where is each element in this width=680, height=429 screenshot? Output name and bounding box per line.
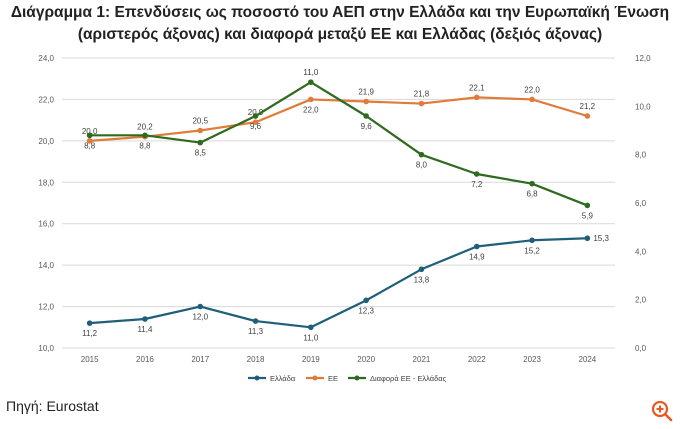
data-point <box>197 139 204 146</box>
data-label: 13,8 <box>414 275 430 284</box>
legend-label: Διαφορά ΕΕ - Ελλάδας <box>370 374 447 383</box>
data-point <box>86 320 93 326</box>
y-left-tick-label: 10,0 <box>38 344 54 353</box>
data-point <box>529 96 535 103</box>
zoom-in-icon[interactable] <box>650 399 674 428</box>
x-tick-label: 2024 <box>578 355 596 364</box>
y-right-tick-label: 4,0 <box>635 247 647 256</box>
data-label: 11,4 <box>137 325 153 334</box>
data-point <box>584 235 591 242</box>
y-left-tick-label: 16,0 <box>38 220 54 229</box>
data-point <box>584 202 591 209</box>
chart-title-line-2: (αριστερός άξονας) και διαφορά μεταξύ ΕΕ… <box>77 26 603 43</box>
data-label: 11,0 <box>303 333 319 342</box>
data-label: 20,0 <box>82 127 98 136</box>
data-point <box>363 98 369 105</box>
data-label: 22,1 <box>469 83 485 92</box>
data-label: 8,8 <box>139 141 151 150</box>
x-tick-label: 2015 <box>81 355 99 364</box>
x-tick-label: 2019 <box>302 355 320 364</box>
source-note: Πηγή: Eurostat <box>6 398 99 414</box>
data-label: 22,0 <box>303 105 319 114</box>
data-point <box>86 132 93 139</box>
y-right-tick-label: 0,0 <box>635 344 647 353</box>
data-point <box>473 243 480 250</box>
data-label: 20,5 <box>192 117 208 126</box>
data-point <box>473 94 480 101</box>
y-right-tick-label: 2,0 <box>635 296 647 305</box>
series-line <box>89 81 588 207</box>
data-label: 8,5 <box>195 149 207 158</box>
data-point <box>197 303 204 310</box>
line-chart: 10,0 12,0 14,0 16,0 18,0 20,0 22,0 24,0 0,0 2,0 4,… <box>38 54 651 383</box>
legend-marker <box>354 375 360 381</box>
data-label: 6,8 <box>526 190 538 199</box>
data-label: 15,3 <box>593 234 609 243</box>
y-right-tick-label: 8,0 <box>635 151 647 160</box>
data-label: 5,9 <box>582 211 594 220</box>
x-tick-label: 2016 <box>136 355 154 364</box>
data-label: 11,3 <box>248 327 264 336</box>
data-label: 14,9 <box>469 253 485 262</box>
data-label: 11,2 <box>82 329 98 338</box>
y-left-tick-label: 24,0 <box>38 54 54 63</box>
data-point <box>252 318 259 324</box>
data-point <box>308 79 314 85</box>
data-point <box>252 113 259 119</box>
series-line <box>89 96 588 142</box>
legend-label: ΕΕ <box>328 374 338 383</box>
x-tick-label: 2022 <box>468 355 486 364</box>
chart-title: Διάγραμμα 1: Επενδύσεις ως ποσοστό του Α… <box>0 2 680 46</box>
x-tick-label: 2021 <box>413 355 431 364</box>
data-label: 9,6 <box>250 122 262 131</box>
data-point <box>418 100 425 107</box>
y-left-tick-label: 18,0 <box>38 178 54 187</box>
data-point <box>584 113 591 119</box>
data-point <box>252 119 259 126</box>
data-label: 12,3 <box>358 306 374 315</box>
data-label: 15,2 <box>524 246 540 255</box>
data-label: 21,8 <box>414 90 430 99</box>
data-point <box>473 171 480 177</box>
y-left-tick-label: 22,0 <box>38 95 54 104</box>
data-label: 11,0 <box>303 68 319 77</box>
data-label: 7,2 <box>471 180 483 189</box>
data-point <box>363 113 369 119</box>
data-label: 21,2 <box>580 102 596 111</box>
y-right-tick-label: 10,0 <box>635 102 651 111</box>
data-point <box>308 96 314 103</box>
data-label: 20,9 <box>248 108 264 117</box>
data-label: 22,0 <box>524 85 540 94</box>
legend-marker <box>312 375 318 381</box>
data-label: 8,0 <box>416 161 428 170</box>
series-line <box>89 237 588 329</box>
x-tick-label: 2023 <box>523 355 541 364</box>
data-point <box>197 127 204 134</box>
chart-title-line-1: Διάγραμμα 1: Επενδύσεις ως ποσοστό του Α… <box>10 4 670 21</box>
data-label: 8,8 <box>84 141 96 150</box>
x-tick-label: 2020 <box>357 355 375 364</box>
y-right-tick-label: 6,0 <box>635 199 647 208</box>
x-tick-label: 2017 <box>191 355 209 364</box>
data-label: 20,2 <box>137 123 153 132</box>
data-point <box>418 151 425 158</box>
data-label: 21,9 <box>358 88 374 97</box>
data-point <box>142 132 148 139</box>
y-left-tick-label: 12,0 <box>38 303 54 312</box>
y-left-tick-label: 14,0 <box>38 261 54 270</box>
data-label: 9,6 <box>361 122 373 131</box>
data-point <box>142 316 148 322</box>
data-point <box>529 180 535 187</box>
y-left-tick-label: 20,0 <box>38 137 54 146</box>
x-tick-label: 2018 <box>247 355 265 364</box>
data-point <box>363 297 369 304</box>
data-point <box>418 266 425 273</box>
data-label: 12,0 <box>192 313 208 322</box>
data-point <box>86 138 93 144</box>
data-point <box>529 237 535 244</box>
legend-marker <box>254 375 260 381</box>
y-right-tick-label: 12,0 <box>635 54 651 63</box>
legend-label: Ελλάδα <box>270 374 296 383</box>
data-point <box>308 324 314 331</box>
